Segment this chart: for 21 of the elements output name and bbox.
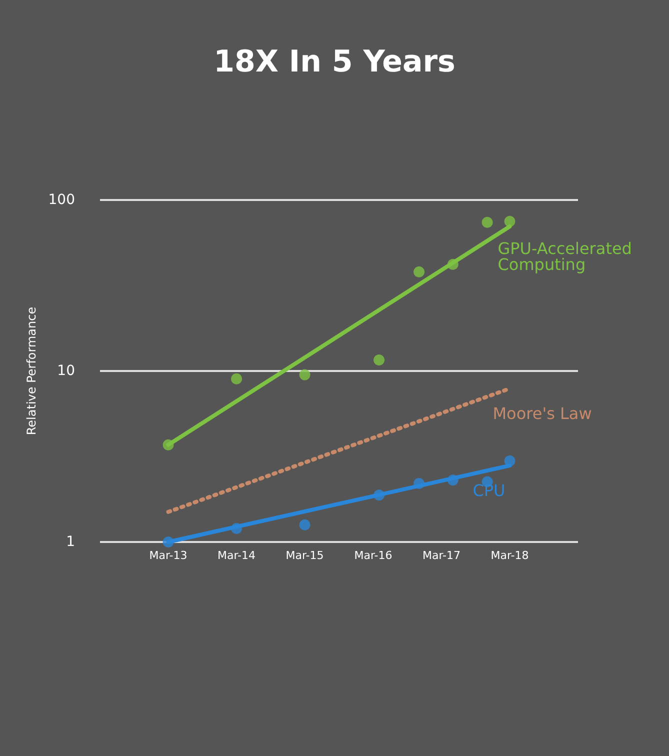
y-axis-title: Relative Performance	[24, 306, 38, 436]
point	[299, 369, 310, 380]
y-tick-label: 1	[66, 534, 75, 550]
x-tick-label: Mar-16	[354, 549, 392, 562]
chart-title: 18X In 5 Years	[214, 44, 456, 80]
x-tick-label: Mar-14	[218, 549, 256, 562]
x-tick-label: Mar-18	[490, 549, 529, 562]
series-label: CPU	[472, 481, 506, 500]
x-tick-label: Mar-17	[422, 549, 460, 562]
point	[299, 519, 310, 530]
x-tick-label: Mar-13	[149, 549, 188, 562]
point	[231, 373, 242, 384]
series-label: Moore's Law	[492, 404, 592, 424]
point	[482, 216, 493, 228]
series-label: GPU-Accelerated Computing	[498, 238, 638, 274]
y-tick-label: 10	[57, 363, 75, 379]
point	[504, 216, 516, 227]
point	[414, 266, 425, 278]
point	[374, 354, 385, 366]
y-tick-label: 100	[48, 192, 75, 208]
x-tick-label: Mar-15	[286, 549, 324, 562]
